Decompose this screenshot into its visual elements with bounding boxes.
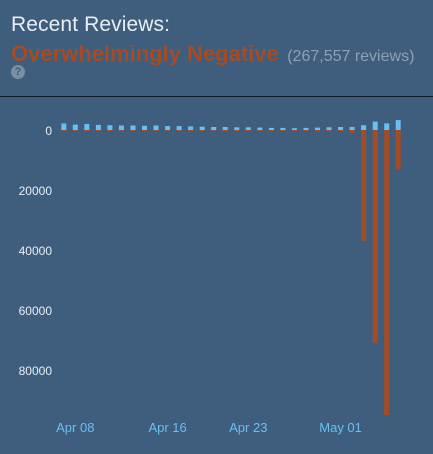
- x-tick-label: Apr 23: [229, 420, 267, 435]
- negative-bar[interactable]: [130, 130, 136, 131]
- negative-bar[interactable]: [165, 130, 171, 131]
- x-tick-label: Apr 08: [56, 420, 94, 435]
- negative-bar[interactable]: [326, 130, 332, 132]
- negative-bar[interactable]: [280, 130, 286, 131]
- negative-bar[interactable]: [188, 130, 194, 131]
- positive-bar[interactable]: [176, 126, 182, 130]
- negative-bar[interactable]: [142, 130, 147, 131]
- negative-bar[interactable]: [245, 130, 251, 131]
- positive-bar[interactable]: [107, 125, 113, 130]
- negative-bar[interactable]: [315, 130, 320, 132]
- positive-bar[interactable]: [84, 124, 90, 130]
- positive-bar[interactable]: [222, 127, 228, 130]
- positive-bar[interactable]: [338, 127, 344, 130]
- negative-bar[interactable]: [291, 130, 297, 131]
- negative-bar[interactable]: [199, 130, 205, 131]
- positive-bar[interactable]: [95, 124, 101, 130]
- positive-bar[interactable]: [326, 127, 332, 130]
- positive-bar[interactable]: [315, 127, 320, 130]
- y-tick-label: 40000: [19, 244, 53, 258]
- review-verdict[interactable]: Overwhelmingly Negative: [11, 41, 279, 66]
- negative-bar[interactable]: [153, 130, 159, 131]
- negative-bar[interactable]: [372, 130, 378, 343]
- negative-bar[interactable]: [361, 130, 367, 241]
- negative-bar[interactable]: [72, 130, 78, 131]
- negative-bar[interactable]: [257, 130, 263, 131]
- negative-bars-group: [61, 130, 401, 415]
- negative-bar[interactable]: [211, 130, 217, 131]
- positive-bar[interactable]: [61, 123, 67, 130]
- negative-bar[interactable]: [349, 130, 355, 133]
- positive-bar[interactable]: [234, 127, 240, 130]
- positive-bar[interactable]: [165, 126, 171, 130]
- negative-bar[interactable]: [222, 130, 228, 131]
- positive-bar[interactable]: [268, 127, 274, 130]
- positive-bar[interactable]: [384, 123, 390, 130]
- positive-bar[interactable]: [118, 125, 124, 131]
- negative-bar[interactable]: [118, 130, 124, 131]
- x-tick-label: May 01: [319, 420, 362, 435]
- positive-bar[interactable]: [142, 125, 147, 130]
- positive-bar[interactable]: [199, 126, 205, 130]
- x-axis-ticks: Apr 08 Apr 16 Apr 23 May 01: [56, 420, 362, 435]
- y-tick-label: 60000: [19, 304, 53, 318]
- review-verdict-row: Overwhelmingly Negative (267,557 reviews…: [11, 41, 414, 67]
- negative-bar[interactable]: [95, 130, 101, 131]
- negative-bar[interactable]: [268, 130, 274, 131]
- negative-bar[interactable]: [384, 130, 390, 415]
- positive-bar[interactable]: [130, 125, 136, 131]
- positive-bar[interactable]: [72, 124, 78, 130]
- header-divider: [0, 96, 433, 97]
- y-axis-ticks: 0 20000 40000 60000 80000: [19, 124, 53, 378]
- negative-bar[interactable]: [338, 130, 344, 131]
- positive-bar[interactable]: [280, 127, 286, 130]
- positive-bar[interactable]: [153, 125, 159, 131]
- positive-bar[interactable]: [257, 127, 263, 130]
- positive-bar[interactable]: [395, 120, 401, 130]
- positive-bar[interactable]: [303, 127, 309, 130]
- negative-bar[interactable]: [107, 130, 113, 131]
- x-tick-label: Apr 16: [148, 420, 186, 435]
- positive-bar[interactable]: [211, 127, 217, 130]
- help-icon[interactable]: ?: [11, 65, 25, 79]
- positive-bar[interactable]: [361, 125, 367, 130]
- positive-bar[interactable]: [372, 121, 378, 130]
- positive-bar[interactable]: [349, 127, 355, 130]
- review-count: (267,557 reviews): [287, 48, 415, 65]
- positive-bar[interactable]: [245, 127, 251, 130]
- positive-bar[interactable]: [188, 126, 194, 130]
- negative-bar[interactable]: [61, 130, 67, 131]
- negative-bar[interactable]: [84, 130, 90, 131]
- positive-bar[interactable]: [291, 128, 297, 130]
- y-tick-label: 0: [45, 124, 52, 138]
- negative-bar[interactable]: [234, 130, 240, 131]
- y-tick-label: 20000: [19, 184, 53, 198]
- positive-bars-group: [61, 120, 401, 131]
- review-summary-header: Recent Reviews: Overwhelmingly Negative …: [0, 0, 433, 96]
- negative-bar[interactable]: [395, 130, 401, 169]
- negative-bar[interactable]: [303, 130, 309, 131]
- negative-bar[interactable]: [176, 130, 182, 131]
- recent-reviews-title: Recent Reviews:: [11, 13, 171, 36]
- y-tick-label: 80000: [19, 364, 53, 378]
